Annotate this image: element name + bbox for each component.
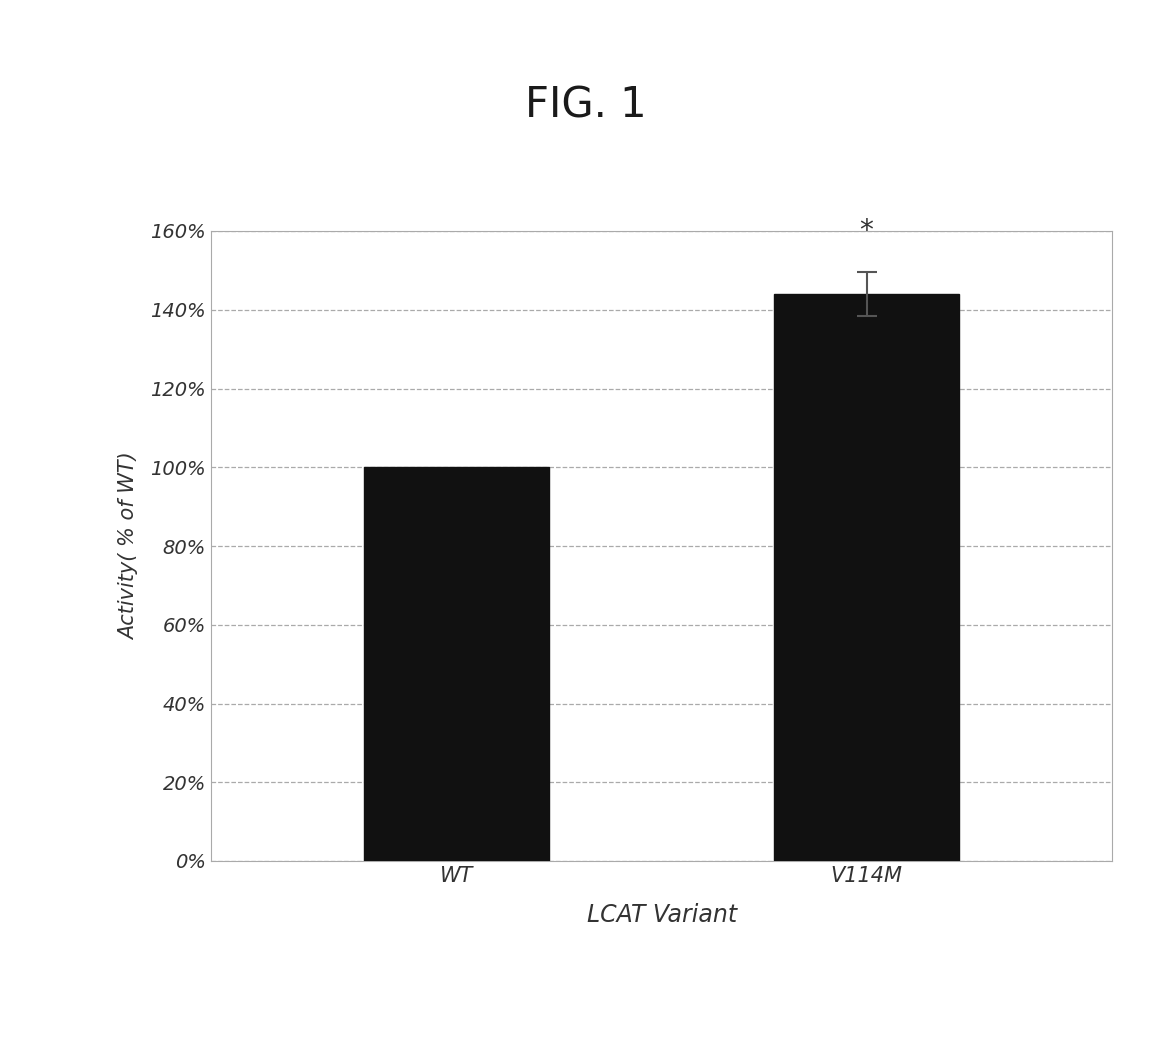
Y-axis label: Activity( % of WT): Activity( % of WT) bbox=[119, 453, 139, 639]
Text: FIG. 1: FIG. 1 bbox=[525, 84, 646, 126]
Bar bbox=[364, 467, 549, 861]
Text: *: * bbox=[860, 216, 874, 245]
Bar bbox=[774, 294, 959, 861]
X-axis label: LCAT Variant: LCAT Variant bbox=[587, 903, 737, 926]
